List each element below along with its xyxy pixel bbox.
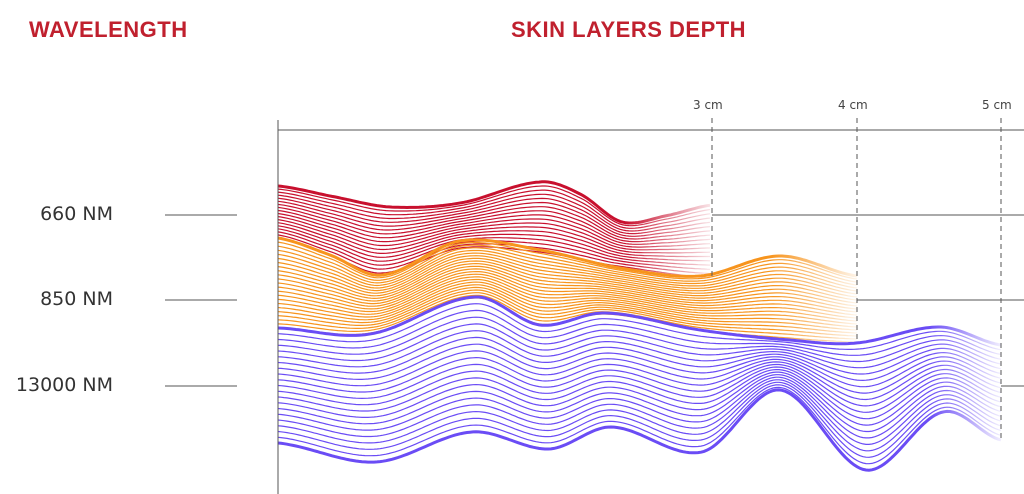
band-660-wave-line [277,216,710,251]
band-13000-wave-line [277,309,1002,356]
band-660-wave-line [277,225,711,262]
band-13000-wave-line [277,374,1002,433]
band-660-wave-line [277,189,711,229]
band-660-wave-line [277,209,711,245]
band-850-wave-line [277,286,858,331]
band-13000-wave-line [277,388,1002,472]
band-660-wave-line [277,203,711,240]
wavelength-label-13000: 13000 NM [15,374,113,396]
band-13000-wave-line [277,363,1002,407]
band-850-wave-line [277,276,858,319]
band-13000-wave-line [277,303,1002,351]
band-13000-wave-line [277,379,1002,445]
band-13000-wave-line [277,384,1002,458]
band-13000-wave-line [277,386,1002,465]
wavelength-label-660: 660 NM [40,203,113,225]
band-13000-wave-line [277,330,1002,375]
band-660-wave-line [277,219,711,254]
band-850-wave-line [277,252,858,292]
band-850-wave-line [277,265,858,307]
band-13000-wave-line [277,356,1002,401]
band-660-wave-line [277,200,711,237]
band-850-wave-line [277,292,858,337]
band-660 [277,180,711,279]
band-850-wave-line [277,257,858,298]
band-13000-wave-line [277,369,1002,420]
band-660-wave-line [277,228,711,266]
band-13000-wave-line [277,323,1002,369]
band-850-wave-line [277,273,858,316]
band-850-wave-line [277,294,858,340]
band-850 [277,236,858,343]
band-13000-wave-line [277,350,1002,394]
skin-depth-header: SKIN LAYERS DEPTH [511,17,747,42]
band-660-wave-line [277,197,711,235]
band-13000-wave-line [277,316,1002,363]
band-850-wave-line [277,249,858,289]
band-850-wave-line [277,244,858,283]
band-660-wave-line [277,206,711,243]
band-660-wave-line [277,193,711,232]
depth-label-3cm: 3 cm [693,98,723,112]
band-850-wave-line [277,247,858,286]
depth-label-4cm: 4 cm [838,98,868,112]
band-850-wave-line [277,289,858,334]
band-660-wave-line [277,185,711,227]
band-850-wave-line [277,281,858,325]
band-850-wave-line [277,271,858,313]
band-13000-wave-line [277,295,1002,347]
band-13000-wave-line [277,343,1002,388]
band-850-wave-line [277,255,858,295]
band-13000-wave-line [277,366,1002,413]
band-850-wave-line [277,268,858,310]
band-13000-wave-line [277,336,1002,382]
band-13000-wave-line [277,371,1002,426]
band-660-wave-line [277,212,711,248]
band-850-wave-line [277,260,858,301]
band-850-wave-line [277,278,858,322]
band-13000-wave-line [277,381,1002,452]
band-13000-wave-line [277,376,1002,439]
wavelength-label-850: 850 NM [40,288,113,310]
band-850-wave-line [277,241,858,280]
band-850-wave-line [277,284,858,328]
band-850-wave-line [277,262,858,304]
band-660-wave-line [277,222,710,258]
band-13000 [277,295,1002,472]
wavelength-header: WAVELENGTH [29,17,188,42]
band-660-wave-line [277,180,711,225]
depth-label-5cm: 5 cm [982,98,1012,112]
band-850-wave-line [277,236,858,278]
